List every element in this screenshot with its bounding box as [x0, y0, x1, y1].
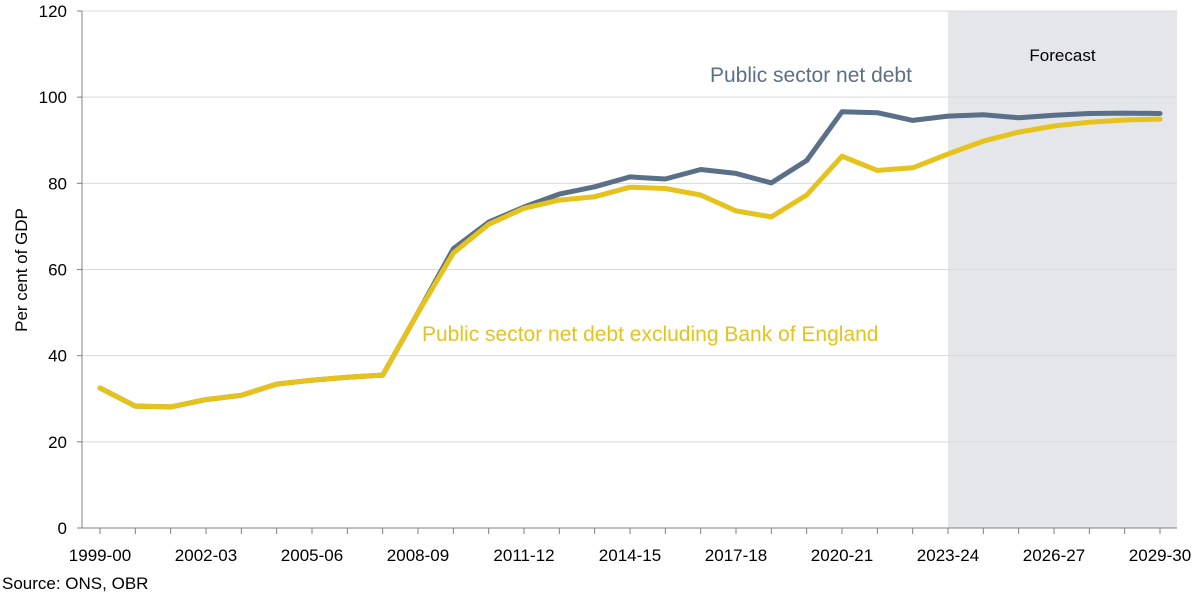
x-tick-label: 1999-00	[69, 546, 131, 565]
forecast-label: Forecast	[1029, 46, 1095, 65]
series-lines	[97, 109, 1163, 410]
series-label-psnd-ex-boe: Public sector net debt excluding Bank of…	[422, 323, 878, 346]
x-tick-label: 2014-15	[599, 546, 661, 565]
x-tick-label: 2002-03	[175, 546, 237, 565]
x-tick-label: 2026-27	[1023, 546, 1085, 565]
x-tick-label: 2011-12	[493, 546, 554, 565]
y-tick-label: 100	[39, 88, 67, 107]
y-tick-label: 60	[48, 261, 67, 280]
y-tick-label: 80	[48, 174, 67, 193]
series-label-psnd: Public sector net debt	[710, 64, 912, 87]
x-tick-label: 2029-30	[1129, 546, 1191, 565]
y-tick-label: 120	[39, 2, 67, 21]
y-tick-label: 20	[48, 433, 67, 452]
x-axis: 1999-00 2002-03 2005-06 2008-09 2011-12 2014-…	[69, 527, 1191, 565]
y-axis: 0 20 40 60 80 100 120	[39, 2, 83, 538]
x-tick-label: 2008-09	[387, 546, 449, 565]
series-line-1	[97, 116, 1163, 410]
x-tick-label: 2017-18	[705, 546, 767, 565]
y-tick-label: 0	[58, 519, 67, 538]
source-note: Source: ONS, OBR	[2, 574, 148, 593]
gridlines	[82, 10, 1177, 443]
x-tick-label: 2005-06	[281, 546, 343, 565]
y-axis-title: Per cent of GDP	[12, 208, 31, 332]
x-tick-label: 2020-21	[811, 546, 873, 565]
x-tick-label: 2023-24	[917, 546, 979, 565]
y-tick-label: 40	[48, 347, 67, 366]
